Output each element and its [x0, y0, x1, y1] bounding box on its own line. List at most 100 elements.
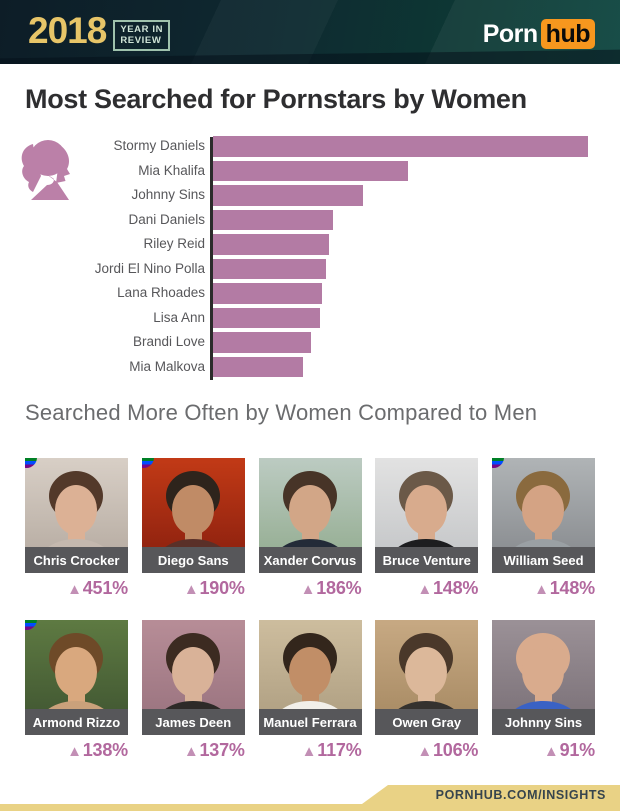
pornstar-name-band: Bruce Venture — [375, 547, 479, 573]
pornstar-name-band: James Deen — [141, 709, 245, 735]
pornstar-photo: William Seed — [492, 458, 595, 573]
bar-label: Mia Khalifa — [138, 162, 205, 178]
chart-row: Lana Rhoades — [25, 283, 595, 304]
bar-label: Johnny Sins — [131, 187, 205, 203]
pornstar-name: Diego Sans — [157, 552, 229, 568]
up-arrow-icon: ▲ — [67, 581, 82, 598]
increase-percentage: ▲106% — [417, 740, 479, 760]
year-2018-text: 2018 — [28, 10, 107, 51]
pornstar-card: Armond Rizzo ▲138% — [25, 620, 128, 761]
pride-flag-icon — [141, 458, 154, 468]
bar — [213, 283, 322, 304]
pornstar-name: Xander Corvus — [263, 552, 357, 568]
pornstar-photo: Manuel Ferrara — [258, 620, 362, 735]
pornstar-name-band: Johnny Sins — [492, 709, 595, 735]
pride-flag-icon — [25, 458, 37, 468]
bar — [213, 234, 329, 255]
pornstar-photo: Xander Corvus — [258, 458, 362, 573]
pornstar-card: William Seed ▲148% — [492, 458, 595, 599]
pornstar-photo: Diego Sans — [141, 458, 245, 573]
pornstar-name-band: Chris Crocker — [25, 547, 128, 573]
pornstar-card: Bruce Venture ▲148% — [375, 458, 478, 599]
up-arrow-icon: ▲ — [183, 581, 199, 598]
pornhub-logo-porn: Porn — [482, 19, 538, 48]
pornstar-name: William Seed — [503, 552, 584, 568]
bar-label: Jordi El Nino Polla — [94, 260, 205, 276]
bar-label: Lana Rhoades — [117, 285, 205, 301]
pornstar-photo: James Deen — [141, 620, 245, 735]
pornstar-card: Manuel Ferrara ▲117% — [258, 620, 362, 761]
pornstar-name: James Deen — [155, 714, 232, 730]
bar-label: Stormy Daniels — [113, 138, 205, 154]
pornstar-card: Johnny Sins ▲91% — [492, 620, 595, 761]
bar — [213, 160, 408, 181]
chart-row: Dani Daniels — [25, 209, 595, 230]
increase-percentage: ▲137% — [183, 740, 245, 760]
increase-percentage: ▲91% — [543, 740, 595, 760]
pornstar-photo: Armond Rizzo — [25, 620, 128, 735]
increase-percentage: ▲117% — [301, 740, 362, 760]
pornstar-name-band: William Seed — [492, 547, 595, 573]
pornstar-card: Diego Sans ▲190% — [141, 458, 245, 599]
chart-row: Riley Reid — [25, 234, 595, 255]
up-arrow-icon: ▲ — [183, 743, 199, 760]
up-arrow-icon: ▲ — [417, 743, 432, 760]
pornstars-bar-chart: Stormy Daniels Mia Khalifa Johnny Sins Dani… — [21, 136, 595, 382]
chart-row: Johnny Sins — [25, 185, 595, 206]
pornstar-photo: Owen Gray — [375, 620, 479, 735]
footer-yellow-strip — [0, 804, 620, 811]
bar — [213, 136, 588, 157]
up-arrow-icon: ▲ — [417, 581, 432, 598]
chart-row: Mia Khalifa — [25, 160, 595, 181]
chart-row: Lisa Ann — [25, 307, 595, 328]
up-arrow-icon: ▲ — [300, 581, 316, 598]
increase-percentage: ▲148% — [534, 578, 595, 598]
bar-label: Riley Reid — [143, 236, 205, 252]
pornstar-name-band: Manuel Ferrara — [258, 709, 362, 735]
pornstar-name: Johnny Sins — [504, 714, 583, 730]
pornstar-name: Chris Crocker — [33, 552, 120, 568]
year-in-review-brand: 2018 YEAR IN REVIEW — [28, 10, 171, 51]
up-arrow-icon: ▲ — [67, 743, 82, 760]
pornstar-name-band: Diego Sans — [141, 547, 245, 573]
section-title: Searched More Often by Women Compared to… — [25, 400, 538, 425]
pornstar-name: Armond Rizzo — [32, 714, 121, 730]
bar — [213, 185, 363, 206]
pornstar-name: Bruce Venture — [382, 552, 471, 568]
pornstar-name-band: Xander Corvus — [258, 547, 362, 573]
pride-flag-icon — [492, 458, 504, 468]
chart-rows: Stormy Daniels Mia Khalifa Johnny Sins Dani… — [25, 136, 595, 381]
chart-row: Mia Malkova — [25, 356, 595, 377]
chart-row: Stormy Daniels — [25, 136, 595, 157]
page-title: Most Searched for Pornstars by Women — [25, 84, 527, 114]
bar-label: Mia Malkova — [129, 358, 205, 374]
pornstar-cards-row-2: Armond Rizzo ▲138% James Deen ▲137% Manuel F… — [25, 620, 595, 761]
bar — [213, 258, 326, 279]
pornstar-photo: Bruce Venture — [375, 458, 479, 573]
pornstar-photo: Chris Crocker — [25, 458, 128, 573]
bar-label: Brandi Love — [132, 334, 205, 350]
bar-label: Dani Daniels — [128, 211, 205, 227]
year-in-review-box: YEAR IN REVIEW — [113, 20, 171, 51]
pornstar-card: Owen Gray ▲106% — [375, 620, 478, 761]
pornstar-card: James Deen ▲137% — [141, 620, 245, 761]
pornstar-cards-row-1: Chris Crocker ▲451% Diego Sans ▲190% Xander … — [25, 458, 595, 599]
woman-silhouette-icon — [21, 140, 70, 200]
pornhub-logo[interactable]: Porn hub — [483, 19, 595, 49]
increase-percentage: ▲190% — [183, 578, 245, 598]
footer-url-label: PORNHUB.COM/INSIGHTS — [435, 787, 606, 802]
bar — [213, 209, 333, 230]
pornstar-card: Chris Crocker ▲451% — [25, 458, 128, 599]
chart-row: Jordi El Nino Polla — [25, 258, 595, 279]
increase-percentage: ▲138% — [67, 740, 128, 760]
bar-label: Lisa Ann — [153, 309, 205, 325]
bar — [213, 332, 311, 353]
pornstar-name-band: Owen Gray — [375, 709, 479, 735]
header-banner: 2018 YEAR IN REVIEW Porn hub — [0, 0, 620, 64]
increase-percentage: ▲451% — [67, 578, 128, 598]
bar — [213, 356, 303, 377]
pornstar-card: Xander Corvus ▲186% — [258, 458, 362, 599]
increase-percentage: ▲148% — [417, 578, 479, 598]
up-arrow-icon: ▲ — [534, 581, 549, 598]
footer-url-tab[interactable]: PORNHUB.COM/INSIGHTS — [362, 785, 620, 804]
